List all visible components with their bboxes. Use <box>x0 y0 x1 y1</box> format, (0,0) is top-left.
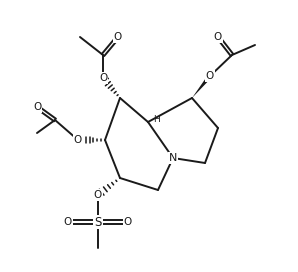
Text: O: O <box>124 217 132 227</box>
Text: N: N <box>169 153 177 163</box>
Text: H: H <box>154 116 160 125</box>
Text: O: O <box>214 32 222 42</box>
Text: O: O <box>94 190 102 200</box>
Text: O: O <box>99 73 107 83</box>
Polygon shape <box>192 75 212 98</box>
Text: O: O <box>64 217 72 227</box>
Text: S: S <box>94 215 102 228</box>
Text: O: O <box>206 71 214 81</box>
Text: O: O <box>114 32 122 42</box>
Text: O: O <box>74 135 82 145</box>
Text: O: O <box>33 102 41 112</box>
